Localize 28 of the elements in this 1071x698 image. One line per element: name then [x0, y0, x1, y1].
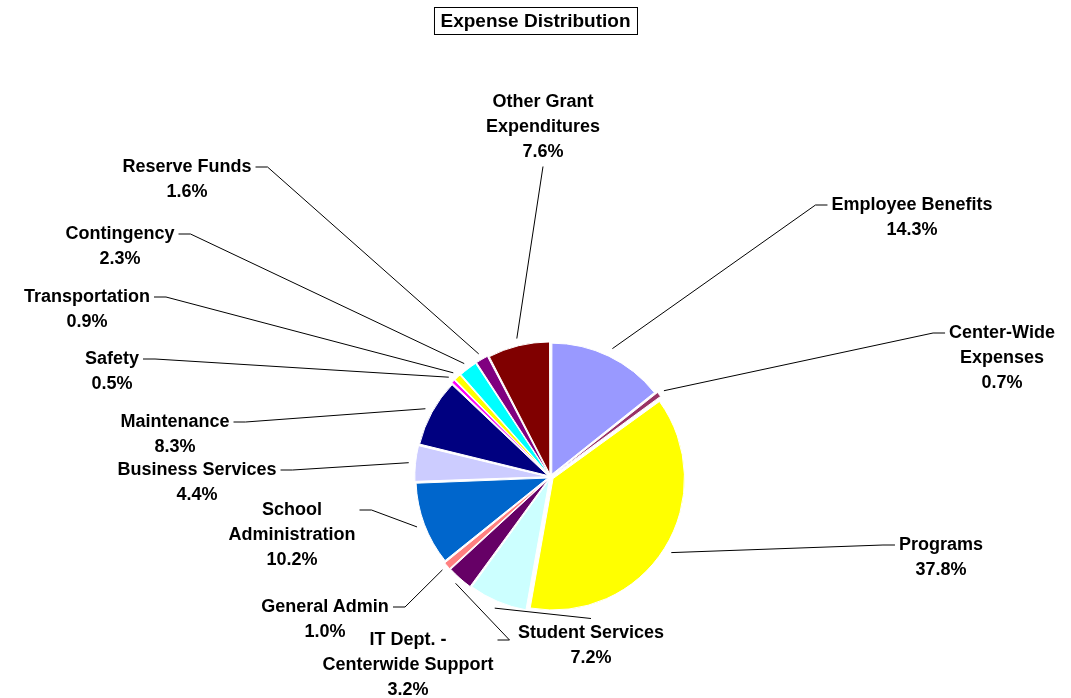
data-label: 14.3% — [886, 218, 938, 239]
data-label: 4.4% — [176, 483, 218, 504]
slice-label: Maintenance — [120, 410, 230, 431]
slice-label: Safety — [84, 347, 140, 368]
slice-label: General Admin — [261, 595, 389, 616]
slice-label: Employee Benefits — [831, 193, 993, 214]
data-label: 2.3% — [99, 247, 141, 268]
data-label: 0.9% — [66, 310, 108, 331]
slice-label: Reserve Funds — [122, 155, 252, 176]
slice-label: Other Grant Expenditures — [485, 90, 601, 136]
slice-label: Programs — [898, 533, 984, 554]
data-label: 37.8% — [915, 558, 967, 579]
data-label: 7.6% — [522, 140, 564, 161]
slice-label: Transportation — [23, 285, 151, 306]
slice-label: Business Services — [117, 458, 277, 479]
data-label: 7.2% — [570, 646, 612, 667]
data-label: 10.2% — [266, 548, 318, 569]
slice-label: School Administration — [228, 498, 356, 544]
data-label: 1.0% — [304, 620, 346, 641]
slice-label: Center-Wide Expenses — [949, 321, 1055, 367]
data-label: 8.3% — [154, 435, 196, 456]
data-label: 1.6% — [166, 180, 208, 201]
slice-label: Contingency — [65, 222, 175, 243]
data-label: 0.5% — [91, 372, 133, 393]
data-label: 0.7% — [981, 371, 1023, 392]
slice-label: Student Services — [517, 621, 665, 642]
chart-title: Expense Distribution — [433, 7, 638, 35]
data-label: 3.2% — [387, 678, 429, 698]
